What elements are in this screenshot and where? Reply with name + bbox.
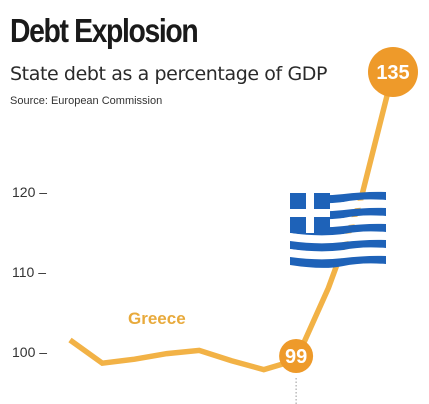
annotation-bubble-135	[368, 47, 418, 97]
flag-stripe	[290, 239, 386, 252]
chart-subtitle: State debt as a percentage of GDP	[10, 63, 328, 85]
y-tick-label-100: 100 –	[12, 344, 47, 360]
annotation-label-99: 99	[285, 346, 307, 368]
flag-cross-vertical	[306, 193, 314, 233]
annotation-label-135: 135	[376, 62, 409, 84]
annotations: 99 135	[279, 47, 418, 373]
chart-source: Source: European Commission	[10, 95, 163, 107]
greek-flag-icon	[290, 191, 386, 268]
flag-stripe	[290, 255, 386, 268]
y-axis: 100 – 110 – 120 –	[12, 184, 47, 360]
flag-stripe	[290, 231, 386, 244]
annotation-bubble-99	[279, 339, 314, 373]
y-tick-label-110: 110 –	[12, 264, 46, 280]
y-tick-label-120: 120 –	[12, 184, 47, 200]
chart-title: Debt Explosion	[10, 12, 199, 49]
flag-stripe	[290, 247, 386, 260]
series-label-greece: Greece	[128, 309, 186, 328]
